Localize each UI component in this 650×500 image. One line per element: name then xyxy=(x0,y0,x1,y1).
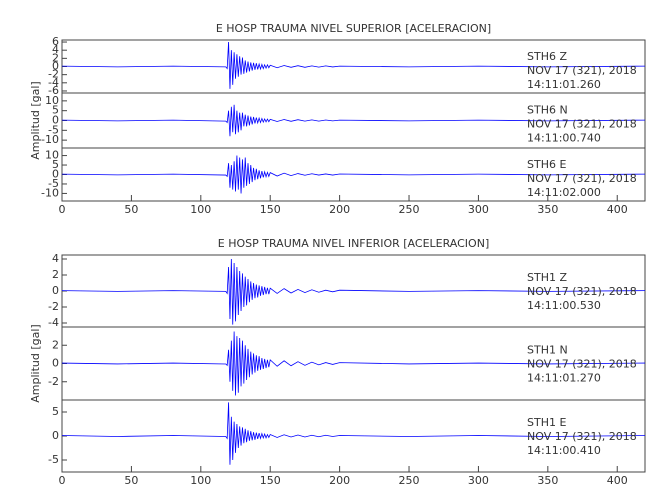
y-tick-label: 5 xyxy=(52,405,59,418)
y-tick-label: -2 xyxy=(48,375,59,388)
trace-label: 14:11:02.000 xyxy=(527,186,601,199)
chart-title: E HOSP TRAUMA NIVEL SUPERIOR [ACELERACIO… xyxy=(216,22,491,35)
trace-label: 14:11:00.410 xyxy=(527,444,601,457)
trace-label: STH6 Z xyxy=(527,50,567,63)
y-tick-label: 6 xyxy=(52,35,59,48)
x-tick-label: 100 xyxy=(190,474,211,487)
y-tick-label: 10 xyxy=(45,149,59,162)
x-tick-label: 250 xyxy=(399,474,420,487)
trace-label: NOV 17 (321), 2018 xyxy=(527,285,637,298)
y-tick-label: 10 xyxy=(45,94,59,107)
x-tick-label: 350 xyxy=(537,474,558,487)
x-tick-label: 300 xyxy=(468,203,489,216)
trace-label: STH1 E xyxy=(527,416,566,429)
y-tick-label: 0 xyxy=(52,357,59,370)
trace-label: 14:11:00.740 xyxy=(527,132,601,145)
y-tick-label: -10 xyxy=(41,133,59,146)
y-tick-label: 0 xyxy=(52,284,59,297)
y-axis-label: Amplitud [gal] xyxy=(29,81,42,159)
y-tick-label: -4 xyxy=(48,316,59,329)
trace-label: NOV 17 (321), 2018 xyxy=(527,357,637,370)
trace-label: STH6 E xyxy=(527,158,566,171)
chart-title: E HOSP TRAUMA NIVEL INFERIOR [ACELERACIO… xyxy=(218,237,489,250)
x-tick-label: 400 xyxy=(607,203,628,216)
x-tick-label: 150 xyxy=(260,474,281,487)
y-tick-label: 2 xyxy=(52,268,59,281)
y-tick-label: 2 xyxy=(52,51,59,64)
trace xyxy=(61,104,646,137)
x-tick-label: 0 xyxy=(59,474,66,487)
y-tick-label: -5 xyxy=(48,123,59,136)
trace-label: STH1 Z xyxy=(527,271,567,284)
y-tick-label: 5 xyxy=(52,104,59,117)
trace-label: 14:11:01.260 xyxy=(527,78,601,91)
y-tick-label: 4 xyxy=(52,252,59,265)
x-tick-label: 200 xyxy=(329,203,350,216)
y-tick-label: 2 xyxy=(52,338,59,351)
trace xyxy=(61,331,646,396)
trace xyxy=(61,42,646,89)
x-tick-label: 250 xyxy=(399,203,420,216)
x-tick-label: 200 xyxy=(329,474,350,487)
y-tick-label: -2 xyxy=(48,68,59,81)
trace-label: NOV 17 (321), 2018 xyxy=(527,64,637,77)
x-tick-label: 400 xyxy=(607,474,628,487)
y-axis-label: Amplitud [gal] xyxy=(29,324,42,402)
trace-label: 14:11:00.530 xyxy=(527,299,601,312)
trace xyxy=(61,258,646,325)
y-tick-label: 4 xyxy=(52,43,59,56)
y-tick-label: -2 xyxy=(48,300,59,313)
x-tick-label: 0 xyxy=(59,203,66,216)
x-tick-label: 150 xyxy=(260,203,281,216)
x-tick-label: 50 xyxy=(124,203,138,216)
y-tick-label: 0 xyxy=(52,429,59,442)
y-tick-label: 0 xyxy=(52,114,59,127)
trace-label: NOV 17 (321), 2018 xyxy=(527,172,637,185)
trace-label: NOV 17 (321), 2018 xyxy=(527,430,637,443)
x-tick-label: 50 xyxy=(124,474,138,487)
y-tick-label: 0 xyxy=(52,60,59,73)
y-tick-label: -5 xyxy=(48,453,59,466)
x-tick-label: 100 xyxy=(190,203,211,216)
trace-label: STH1 N xyxy=(527,343,568,356)
x-tick-label: 300 xyxy=(468,474,489,487)
x-tick-label: 350 xyxy=(537,203,558,216)
y-tick-label: -5 xyxy=(48,177,59,190)
trace xyxy=(61,402,646,465)
y-tick-label: 5 xyxy=(52,158,59,171)
trace-label: NOV 17 (321), 2018 xyxy=(527,118,637,131)
y-tick-label: -6 xyxy=(48,84,59,97)
y-tick-label: 0 xyxy=(52,168,59,181)
trace xyxy=(61,155,646,194)
trace-label: STH6 N xyxy=(527,104,568,117)
y-tick-label: -10 xyxy=(41,186,59,199)
y-tick-label: -4 xyxy=(48,76,59,89)
trace-label: 14:11:01.270 xyxy=(527,371,601,384)
